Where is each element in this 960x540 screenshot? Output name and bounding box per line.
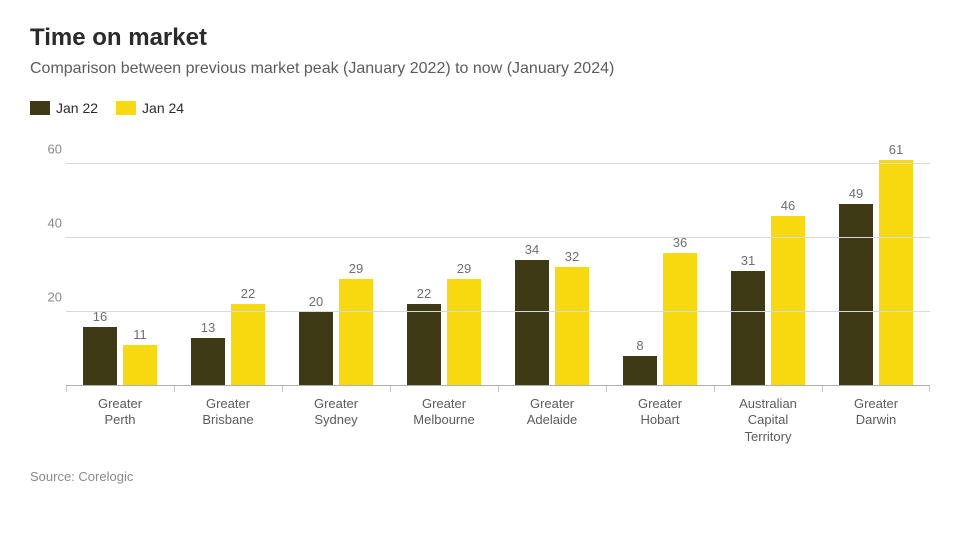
bar-group: 2229 [390, 134, 498, 386]
bar: 22 [407, 304, 441, 386]
x-axis-label: Greater Brisbane [174, 396, 282, 445]
legend-item-1: Jan 24 [116, 100, 184, 116]
bar: 61 [879, 160, 913, 386]
bar-value-label: 29 [349, 261, 363, 276]
bar: 49 [839, 204, 873, 386]
bar-value-label: 34 [525, 242, 539, 257]
grid-line [66, 311, 930, 312]
bar: 31 [731, 271, 765, 386]
bar-value-label: 22 [241, 286, 255, 301]
source-text: Source: Corelogic [30, 469, 930, 484]
bar-group: 1322 [174, 134, 282, 386]
bar-group: 3146 [714, 134, 822, 386]
y-tick-label: 20 [34, 289, 62, 304]
x-axis-label: Australian Capital Territory [714, 396, 822, 445]
x-axis-line [66, 385, 930, 386]
bar-value-label: 22 [417, 286, 431, 301]
x-axis-label: Greater Darwin [822, 396, 930, 445]
chart-subtitle: Comparison between previous market peak … [30, 60, 930, 78]
bar: 11 [123, 345, 157, 386]
x-axis-label: Greater Melbourne [390, 396, 498, 445]
chart-title: Time on market [30, 24, 930, 52]
x-axis-label: Greater Sydney [282, 396, 390, 445]
x-labels: Greater PerthGreater BrisbaneGreater Syd… [66, 396, 930, 445]
y-tick-label: 60 [34, 141, 62, 156]
bar-value-label: 13 [201, 320, 215, 335]
bar: 8 [623, 356, 657, 386]
legend-swatch-0 [30, 101, 50, 115]
bar-group: 4961 [822, 134, 930, 386]
bar: 13 [191, 338, 225, 386]
legend-swatch-1 [116, 101, 136, 115]
legend: Jan 22 Jan 24 [30, 100, 930, 116]
bar: 22 [231, 304, 265, 386]
bar: 20 [299, 312, 333, 386]
x-axis-label: Greater Perth [66, 396, 174, 445]
bar-value-label: 61 [889, 142, 903, 157]
legend-label-1: Jan 24 [142, 100, 184, 116]
bar: 29 [447, 279, 481, 386]
bar: 29 [339, 279, 373, 386]
bar-value-label: 31 [741, 253, 755, 268]
chart-container: Time on market Comparison between previo… [0, 0, 960, 540]
bar: 32 [555, 267, 589, 386]
bar-value-label: 46 [781, 198, 795, 213]
bar: 36 [663, 253, 697, 386]
x-axis-label: Greater Hobart [606, 396, 714, 445]
grid-line [66, 237, 930, 238]
bar: 16 [83, 327, 117, 386]
bar-group: 1611 [66, 134, 174, 386]
bar: 34 [515, 260, 549, 386]
bar-group: 836 [606, 134, 714, 386]
y-tick-label: 40 [34, 215, 62, 230]
bar-value-label: 49 [849, 186, 863, 201]
bar-group: 3432 [498, 134, 606, 386]
bar-value-label: 11 [133, 327, 147, 342]
grid-line [66, 163, 930, 164]
bar-value-label: 32 [565, 249, 579, 264]
bar-value-label: 8 [636, 338, 643, 353]
x-axis-label: Greater Adelaide [498, 396, 606, 445]
bar-value-label: 29 [457, 261, 471, 276]
bar-value-label: 20 [309, 294, 323, 309]
legend-label-0: Jan 22 [56, 100, 98, 116]
legend-item-0: Jan 22 [30, 100, 98, 116]
bar-groups: 1611132220292229343283631464961 [66, 134, 930, 386]
bar-group: 2029 [282, 134, 390, 386]
plot-wrap: 1611132220292229343283631464961 204060 G… [30, 134, 930, 445]
plot-area: 1611132220292229343283631464961 204060 [66, 134, 930, 386]
bar: 46 [771, 216, 805, 386]
